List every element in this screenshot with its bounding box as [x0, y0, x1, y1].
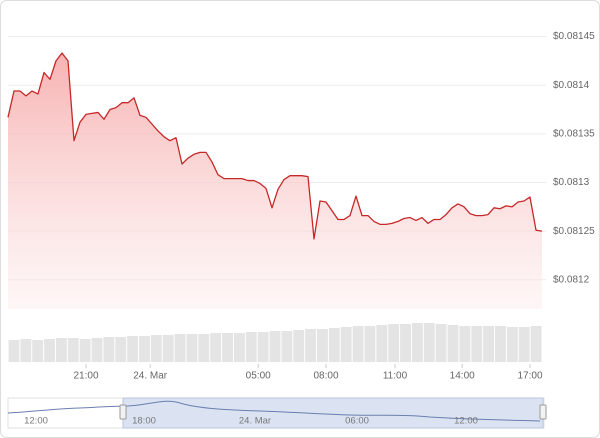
- volume-bar: [471, 326, 483, 362]
- volume-bar: [281, 331, 293, 362]
- volume-bar: [495, 326, 506, 362]
- navigator-label: 12:00: [24, 416, 48, 427]
- volume-bar: [411, 323, 423, 362]
- volume-bar: [257, 332, 269, 362]
- volume-bar: [91, 338, 103, 362]
- volume-bar: [32, 340, 44, 362]
- volume-bar: [305, 329, 317, 362]
- volume-bar: [127, 336, 139, 362]
- volume-bar: [103, 337, 115, 362]
- navigator-label: 24. Mar: [239, 416, 271, 427]
- volume-bar: [447, 325, 459, 362]
- volume-bar: [506, 327, 518, 362]
- volume-bar: [222, 333, 233, 362]
- navigator-label: 12:00: [454, 416, 478, 427]
- plot: [7, 52, 543, 309]
- volume-bar: [388, 324, 400, 362]
- volume-bar: [8, 340, 20, 362]
- volume-bar: [79, 339, 91, 362]
- x-tick-label: 24. Mar: [133, 371, 168, 382]
- x-tick-label: 11:00: [383, 371, 408, 382]
- navigator-handle[interactable]: [119, 404, 127, 420]
- volume-bar: [55, 338, 67, 362]
- x-tick-label: 14:00: [450, 371, 475, 382]
- volume-bar: [162, 335, 174, 362]
- volume-bar: [328, 328, 340, 362]
- navigator[interactable]: 12:00 18:00 24. Mar 06:00 12:00: [7, 397, 547, 429]
- volume-bar: [376, 325, 388, 362]
- x-tick-label: 05:00: [246, 371, 271, 382]
- navigator-handle[interactable]: [539, 404, 547, 420]
- x-tick-label: 17:00: [517, 371, 542, 382]
- volume-bar: [269, 331, 281, 362]
- y-tick-label: $0.08125: [553, 226, 595, 237]
- volume-bar: [150, 335, 162, 362]
- volume-bar: [245, 332, 257, 362]
- price-area: [8, 53, 542, 309]
- navigator-label: 18:00: [132, 416, 156, 427]
- volume-bar: [518, 327, 530, 362]
- volume-bar: [44, 339, 55, 362]
- volume-bar: [530, 326, 542, 362]
- navigator-selection[interactable]: [122, 397, 544, 429]
- volume-bar: [67, 338, 79, 362]
- price-line: [7, 52, 543, 240]
- volume-bar: [400, 324, 411, 362]
- volume-bar: [293, 330, 305, 362]
- volume-bar: [483, 326, 495, 362]
- volume-bar: [435, 324, 447, 362]
- volume-bar: [139, 336, 150, 362]
- x-tick-label: 08:00: [313, 371, 338, 382]
- volume-bar: [198, 334, 210, 362]
- y-tick-label: $0.08145: [553, 31, 595, 42]
- volume-bar: [174, 334, 186, 362]
- volume-bar: [210, 333, 222, 362]
- volume-panel: [8, 323, 542, 362]
- volume-bar: [20, 339, 32, 362]
- y-tick-label: $0.0812: [553, 274, 590, 285]
- x-tick-label: 21:00: [73, 371, 98, 382]
- axis-labels: $0.0812 $0.08125 $0.0813 $0.08135 $0.0814 $0.…: [73, 31, 595, 381]
- volume-bar: [186, 334, 198, 362]
- navigator-line: [7, 400, 541, 422]
- volume-bar: [233, 333, 245, 362]
- volume-bar: [423, 323, 435, 362]
- volume-bar: [459, 326, 471, 362]
- volume-bar: [115, 337, 127, 362]
- volume-bar: [352, 326, 364, 362]
- y-tick-label: $0.08135: [553, 128, 595, 139]
- y-tick-label: $0.0813: [553, 177, 590, 188]
- navigator-label: 06:00: [345, 416, 369, 427]
- y-tick-label: $0.0814: [553, 80, 590, 91]
- volume-bar: [364, 326, 376, 362]
- volume-bar: [340, 327, 352, 362]
- volume-bar: [317, 329, 328, 362]
